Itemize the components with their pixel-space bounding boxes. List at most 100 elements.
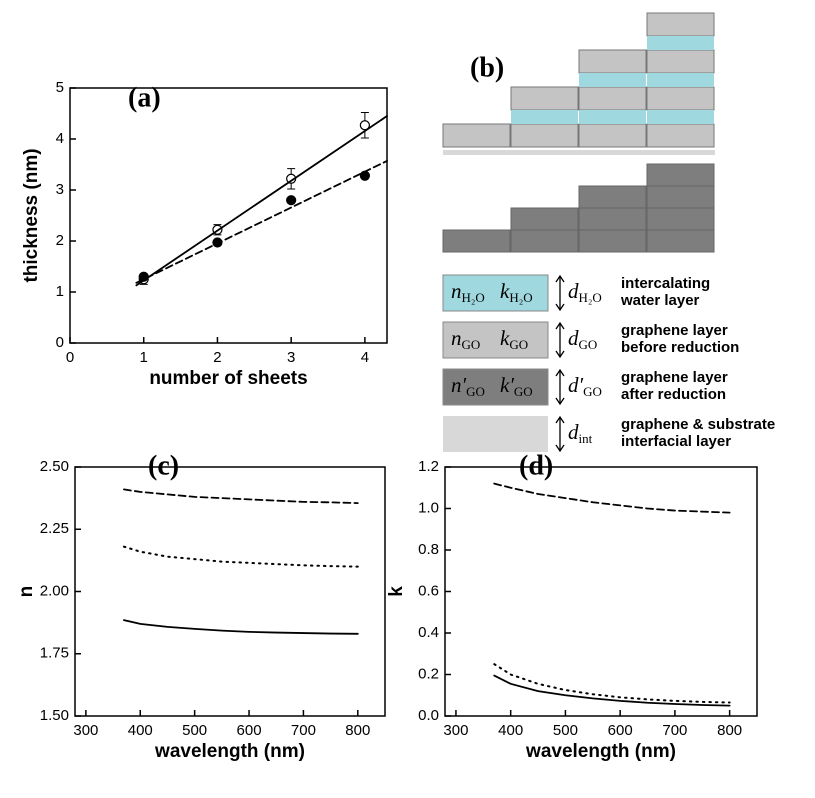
x-tick-label: 400 [128, 722, 153, 739]
legend-label: graphene layer [621, 369, 728, 386]
legend-label: water layer [620, 292, 700, 309]
x-tick-label: 600 [237, 722, 262, 739]
data-line [135, 115, 388, 287]
k-symbol: kGO [500, 326, 528, 352]
d-symbol: dH₂O [568, 279, 602, 305]
x-tick-label: 3 [287, 349, 295, 366]
n-symbol-sub: H₂O [462, 290, 485, 305]
n-symbol: nH₂O [451, 279, 485, 305]
data-line [493, 482, 731, 514]
data-line [493, 663, 731, 704]
legend-swatch [442, 321, 549, 359]
n-symbol: n′GO [451, 373, 485, 399]
data-line [122, 545, 359, 568]
data-point [286, 195, 297, 206]
n-symbol-main: n [451, 279, 462, 303]
data-line [123, 619, 359, 635]
y-tick-label: 4 [56, 130, 64, 147]
thickness-arrow [555, 274, 565, 312]
legend-label: graphene layer [621, 322, 728, 339]
x-tick-label: 500 [182, 722, 207, 739]
d-symbol-main: d [568, 326, 579, 350]
k-symbol: k′GO [500, 373, 533, 399]
d-symbol-main: d [568, 420, 579, 444]
y-tick-label: 0 [56, 334, 64, 351]
panel-label: (a) [128, 82, 161, 113]
x-tick-label: 800 [345, 722, 370, 739]
y-tick-label: 2.00 [40, 582, 69, 599]
x-tick-label: 0 [66, 349, 74, 366]
panel-label: (c) [148, 450, 179, 481]
d-symbol-sub: int [579, 431, 593, 446]
thickness-arrow [555, 368, 565, 406]
plot-frame [74, 466, 386, 717]
k-symbol-sub: H₂O [509, 290, 532, 305]
y-tick-label: 2.50 [40, 458, 69, 475]
legend-label: after reduction [621, 386, 726, 403]
d-symbol-main: d [568, 279, 579, 303]
x-tick-label: 1 [140, 349, 148, 366]
y-tick-label: 0.2 [418, 665, 439, 682]
legend-label: interfacial layer [621, 433, 731, 450]
thickness-arrow [555, 321, 565, 359]
data-line [123, 488, 359, 505]
k-symbol-main: k [500, 326, 510, 350]
d-symbol-sub: GO [583, 384, 602, 399]
x-axis-label: wavelength (nm) [154, 741, 305, 762]
y-tick-label: 2.25 [40, 520, 69, 537]
y-tick-label: 0.4 [418, 624, 439, 641]
y-tick-label: 0.6 [418, 582, 439, 599]
panel-label: (b) [470, 52, 504, 83]
legend-swatch [442, 368, 549, 406]
y-tick-label: 1.50 [40, 707, 69, 724]
plot-frame [444, 466, 758, 717]
n-symbol: nGO [451, 326, 480, 352]
x-axis-label: wavelength (nm) [525, 741, 676, 762]
d-symbol-sub: H₂O [579, 290, 602, 305]
data-line [493, 674, 731, 707]
k-symbol-main: k′ [500, 373, 514, 397]
d-symbol-main: d′ [568, 373, 584, 397]
d-symbol: dGO [568, 326, 597, 352]
legend-swatch [442, 274, 549, 312]
n-symbol-main: n [451, 326, 462, 350]
x-tick-label: 2 [213, 349, 221, 366]
legend-label: before reduction [621, 339, 739, 356]
y-tick-label: 1.75 [40, 645, 69, 662]
x-tick-label: 400 [498, 722, 523, 739]
y-axis-label: n [16, 586, 37, 598]
n-symbol-main: n′ [451, 373, 467, 397]
x-tick-label: 700 [291, 722, 316, 739]
data-point [359, 120, 370, 131]
x-tick-label: 300 [443, 722, 468, 739]
legend-label: intercalating [621, 275, 710, 292]
plot-frame [69, 87, 388, 344]
d-symbol: dint [568, 420, 593, 446]
d-symbol-sub: GO [579, 337, 598, 352]
x-tick-label: 500 [553, 722, 578, 739]
x-tick-label: 600 [608, 722, 633, 739]
y-tick-label: 1.0 [418, 499, 439, 516]
x-tick-label: 800 [717, 722, 742, 739]
n-symbol-sub: GO [466, 384, 485, 399]
y-tick-label: 0.8 [418, 541, 439, 558]
x-tick-label: 300 [73, 722, 98, 739]
d-symbol: d′GO [568, 373, 602, 399]
k-symbol-sub: GO [509, 337, 528, 352]
x-axis-label: number of sheets [149, 368, 307, 389]
thickness-arrow [555, 415, 565, 453]
y-tick-label: 0.0 [418, 707, 439, 724]
k-symbol-sub: GO [514, 384, 533, 399]
layer-diagram: (b) [442, 12, 715, 253]
y-tick-label: 1 [56, 283, 64, 300]
panel-label: (d) [519, 450, 553, 481]
y-tick-label: 3 [56, 181, 64, 198]
y-tick-label: 2 [56, 232, 64, 249]
x-tick-label: 4 [361, 349, 369, 366]
k-symbol-main: k [500, 279, 510, 303]
legend-swatch [443, 416, 548, 452]
n-symbol-sub: GO [462, 337, 481, 352]
legend-label: graphene & substrate [621, 416, 775, 433]
y-tick-label: 1.2 [418, 458, 439, 475]
